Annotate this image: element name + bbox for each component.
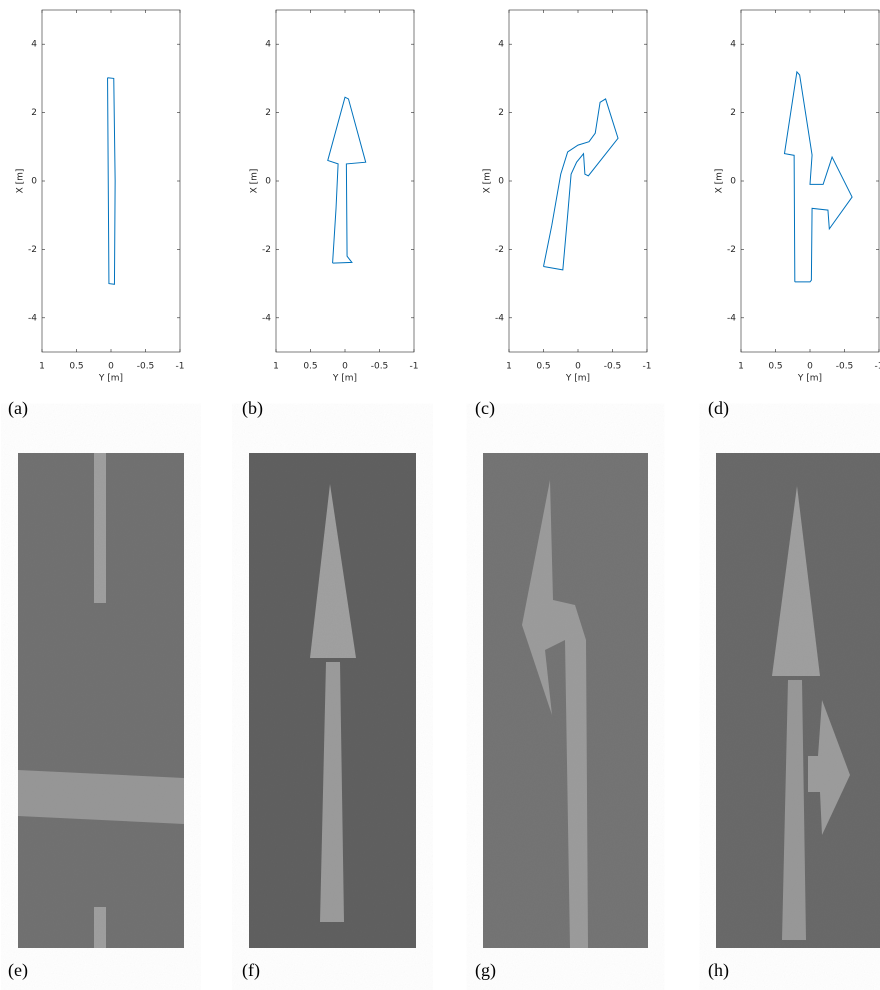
y-tick-label: 4 [730, 40, 736, 50]
caption: (g) [475, 960, 496, 981]
x-tick-label: -1 [875, 362, 880, 372]
y-tick-label: 4 [498, 40, 504, 50]
x-tick-label: 0 [108, 362, 114, 372]
photo-h [716, 453, 880, 948]
x-axis-label: Y [m] [332, 374, 357, 384]
x-axis-label: Y [m] [565, 374, 590, 384]
y-axis-label: X [m] [715, 169, 725, 194]
caption: (e) [8, 960, 28, 981]
y-tick-label: -2 [495, 245, 504, 255]
y-tick-label: -4 [495, 313, 504, 323]
x-axis-label: Y [m] [98, 374, 123, 384]
plot: 1 0.5 0 -0.5 -1 -4 -2 0 2 4 Y [m] X [m] (a) [8, 10, 184, 419]
y-tick-label: -2 [262, 245, 271, 255]
caption: (h) [708, 960, 729, 981]
x-tick-label: 0.5 [303, 362, 317, 372]
plot: 1 0.5 0 -0.5 -1 -4 -2 0 2 4 Y [m] X [m] (b) [242, 10, 418, 419]
caption: (d) [708, 398, 729, 419]
x-tick-label: -1 [643, 362, 652, 372]
y-tick-label: 0 [265, 177, 271, 187]
y-axis-label: X [m] [250, 169, 260, 194]
y-tick-label: -2 [28, 245, 37, 255]
x-tick-label: 1 [39, 362, 45, 372]
photo-g [483, 453, 648, 948]
y-tick-label: 4 [31, 40, 37, 50]
y-tick-label: 2 [31, 108, 37, 118]
x-tick-label: -1 [176, 362, 185, 372]
caption: (b) [242, 398, 263, 419]
x-tick-label: 0 [807, 362, 813, 372]
plot: 1 0.5 0 -0.5 -1 -4 -2 0 2 4 Y [m] X [m] (d) [708, 10, 880, 419]
x-tick-label: -1 [410, 362, 419, 372]
plot: 1 0.5 0 -0.5 -1 -4 -2 0 2 4 Y [m] X [m] (c) [475, 10, 651, 419]
x-tick-label: 1 [273, 362, 279, 372]
y-axis-label: X [m] [483, 169, 493, 194]
x-tick-label: -0.5 [137, 362, 155, 372]
texture [483, 453, 648, 948]
y-tick-label: -4 [28, 313, 37, 323]
photo-e [18, 453, 184, 948]
figure: 1 0.5 0 -0.5 -1 -4 -2 0 2 4 Y [m] X [m] (a) 1 0.5 0 -0.5… [0, 0, 880, 990]
y-tick-label: -4 [262, 313, 271, 323]
caption: (c) [475, 398, 495, 419]
x-tick-label: 1 [506, 362, 512, 372]
y-tick-label: -4 [727, 313, 736, 323]
caption: (f) [242, 960, 260, 981]
y-tick-label: 2 [265, 108, 271, 118]
x-axis-label: Y [m] [797, 374, 822, 384]
axes-box [509, 10, 647, 352]
x-tick-label: 0.5 [69, 362, 83, 372]
photos [18, 453, 880, 948]
y-tick-label: 0 [730, 177, 736, 187]
y-tick-label: 4 [265, 40, 271, 50]
x-tick-label: -0.5 [836, 362, 854, 372]
x-tick-label: -0.5 [371, 362, 389, 372]
texture [18, 453, 184, 948]
x-tick-label: 0.5 [768, 362, 782, 372]
x-tick-label: 0.5 [536, 362, 550, 372]
x-tick-label: 1 [738, 362, 744, 372]
axes-box [42, 10, 180, 352]
y-tick-label: 0 [31, 177, 37, 187]
texture [249, 453, 416, 948]
axes-box [276, 10, 414, 352]
x-tick-label: 0 [575, 362, 581, 372]
y-tick-label: 0 [498, 177, 504, 187]
y-tick-label: -2 [727, 245, 736, 255]
texture [716, 453, 880, 948]
photo-f [249, 453, 416, 948]
x-tick-label: -0.5 [604, 362, 622, 372]
y-axis-label: X [m] [16, 169, 26, 194]
x-tick-label: 0 [342, 362, 348, 372]
y-tick-label: 2 [498, 108, 504, 118]
y-tick-label: 2 [730, 108, 736, 118]
caption: (a) [8, 398, 28, 419]
